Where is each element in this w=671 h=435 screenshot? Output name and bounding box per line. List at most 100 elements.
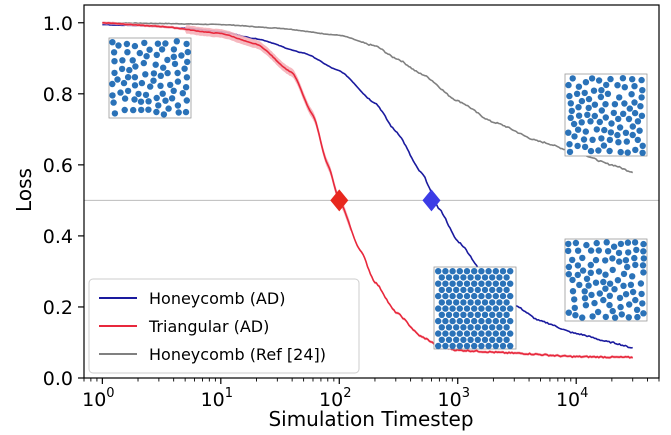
particle bbox=[640, 255, 647, 262]
particle bbox=[574, 142, 581, 150]
particle bbox=[449, 342, 456, 350]
particle bbox=[640, 240, 647, 248]
particle bbox=[142, 91, 150, 99]
particle bbox=[445, 336, 453, 343]
particle bbox=[566, 141, 573, 148]
particle bbox=[184, 58, 191, 66]
particle bbox=[633, 306, 641, 313]
particle bbox=[569, 75, 576, 82]
particle bbox=[453, 286, 460, 294]
particle bbox=[145, 98, 152, 105]
particle bbox=[485, 268, 492, 275]
particle bbox=[614, 131, 621, 139]
particle bbox=[631, 254, 638, 262]
particle bbox=[142, 71, 149, 78]
particle bbox=[168, 95, 176, 102]
particle bbox=[162, 97, 169, 104]
particle bbox=[467, 274, 474, 281]
particle bbox=[627, 281, 635, 288]
particle bbox=[170, 46, 178, 53]
particle bbox=[638, 290, 645, 298]
particle bbox=[129, 57, 136, 64]
particle bbox=[587, 261, 594, 269]
particle bbox=[591, 101, 599, 108]
particle bbox=[499, 268, 507, 275]
particle bbox=[628, 91, 635, 98]
particle bbox=[478, 280, 485, 287]
particle bbox=[130, 106, 137, 114]
particle bbox=[460, 336, 467, 343]
particle bbox=[453, 311, 460, 318]
particle bbox=[595, 268, 603, 275]
particle bbox=[137, 98, 145, 105]
particle bbox=[159, 90, 166, 97]
particle bbox=[600, 296, 607, 304]
particle bbox=[170, 53, 177, 60]
particle bbox=[131, 42, 139, 50]
particle bbox=[496, 311, 503, 318]
particle bbox=[184, 48, 191, 56]
particle bbox=[124, 49, 131, 56]
particle bbox=[463, 280, 471, 287]
x-tick-label: 100 bbox=[82, 386, 114, 411]
particle bbox=[471, 305, 478, 312]
particle bbox=[165, 105, 172, 112]
axis-layer: 0.0 0.2 0.4 0.6 0.8 1.0 100 101 102 103 104 bbox=[43, 4, 660, 411]
particle bbox=[590, 87, 598, 94]
particle bbox=[496, 274, 503, 281]
particle bbox=[449, 280, 456, 287]
legend: Honeycomb (AD) Triangular (AD) Honeycomb (… bbox=[88, 278, 360, 374]
particle bbox=[596, 290, 603, 297]
particle bbox=[588, 291, 595, 299]
particle bbox=[629, 288, 637, 296]
particle bbox=[460, 274, 467, 281]
particle bbox=[639, 262, 647, 269]
particle bbox=[631, 109, 639, 117]
particle bbox=[574, 271, 581, 279]
particle bbox=[145, 106, 152, 113]
particle bbox=[162, 40, 169, 47]
particle bbox=[503, 274, 510, 281]
particle bbox=[111, 69, 118, 77]
particle bbox=[503, 336, 510, 343]
particle bbox=[632, 296, 639, 304]
inset-bottom-right bbox=[564, 238, 648, 322]
particle bbox=[150, 77, 157, 84]
particle bbox=[579, 254, 586, 262]
particle bbox=[442, 292, 449, 300]
particle bbox=[174, 69, 181, 77]
particle bbox=[610, 243, 618, 250]
particle bbox=[456, 305, 463, 312]
particle bbox=[453, 324, 460, 331]
particle bbox=[442, 342, 449, 350]
inset-top-right bbox=[564, 73, 648, 157]
particle bbox=[126, 66, 133, 74]
particle bbox=[603, 239, 610, 246]
particle bbox=[456, 268, 463, 275]
particle bbox=[478, 268, 485, 275]
x-tick-label: 102 bbox=[319, 386, 351, 411]
particle bbox=[485, 330, 492, 337]
particle bbox=[456, 330, 463, 337]
particle bbox=[492, 317, 499, 325]
particle bbox=[606, 147, 613, 155]
particle bbox=[615, 139, 622, 146]
particle bbox=[575, 112, 583, 119]
particle bbox=[622, 257, 630, 264]
particle bbox=[565, 309, 572, 316]
particle bbox=[569, 276, 576, 284]
y-tick-label: 0.2 bbox=[43, 297, 73, 319]
particle bbox=[609, 307, 616, 315]
particle bbox=[143, 53, 150, 60]
particle bbox=[618, 311, 625, 318]
particle bbox=[442, 280, 449, 287]
particle bbox=[603, 81, 610, 89]
particle bbox=[624, 149, 631, 156]
particle bbox=[507, 342, 514, 350]
particle bbox=[438, 336, 445, 343]
particle bbox=[153, 94, 160, 102]
particle bbox=[621, 100, 628, 107]
particle bbox=[625, 115, 633, 123]
particle bbox=[567, 114, 574, 122]
particle bbox=[582, 302, 590, 309]
